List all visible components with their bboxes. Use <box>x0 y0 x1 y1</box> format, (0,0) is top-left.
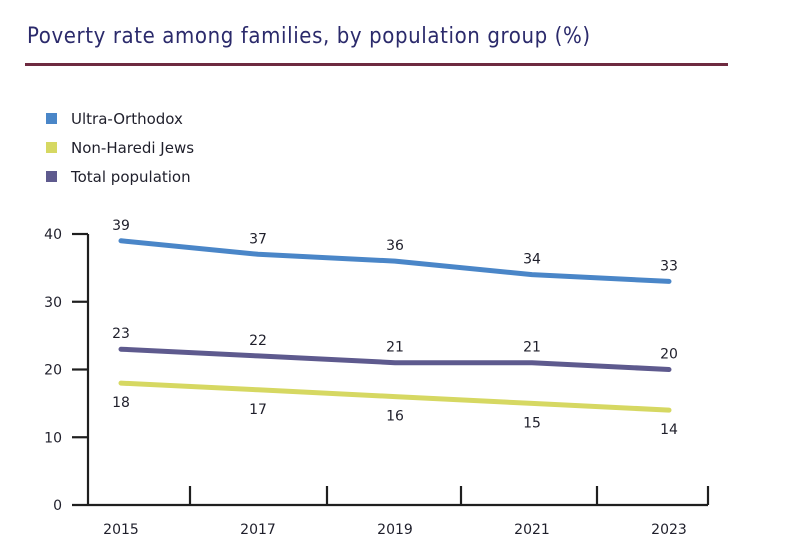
data-label: 22 <box>249 333 267 349</box>
legend: Ultra-Orthodox Non-Haredi Jews Total pop… <box>46 104 194 191</box>
x-tick-label: 2019 <box>377 522 413 538</box>
legend-item-ultra-orthodox: Ultra-Orthodox <box>46 104 194 133</box>
data-label: 16 <box>386 409 404 425</box>
y-tick-label: 0 <box>53 498 62 514</box>
data-label: 21 <box>523 340 541 356</box>
data-label: 23 <box>112 326 130 342</box>
y-tick-label: 40 <box>44 227 62 243</box>
data-labels: 39 37 36 34 33 18 17 16 15 14 23 22 21 21 20 <box>112 218 678 438</box>
x-tick-label: 2017 <box>240 522 276 538</box>
y-tick-label: 20 <box>44 363 62 379</box>
data-label: 34 <box>523 252 541 268</box>
series-lines <box>118 238 672 413</box>
x-tick-label: 2021 <box>514 522 550 538</box>
data-label: 21 <box>386 340 404 356</box>
legend-swatch-non-haredi-jews <box>46 142 57 153</box>
legend-swatch-ultra-orthodox <box>46 113 57 124</box>
legend-label: Total population <box>71 167 191 186</box>
legend-item-total-population: Total population <box>46 162 194 191</box>
title-divider <box>25 63 728 66</box>
legend-label: Non-Haredi Jews <box>71 138 195 157</box>
data-label: 36 <box>386 238 404 254</box>
data-label: 20 <box>660 347 678 363</box>
data-label: 15 <box>523 415 541 431</box>
legend-swatch-total-population <box>46 171 57 182</box>
legend-item-non-haredi-jews: Non-Haredi Jews <box>46 133 194 162</box>
data-label: 18 <box>112 395 130 411</box>
data-label: 39 <box>112 218 130 234</box>
data-label: 17 <box>249 402 267 418</box>
x-tick-label: 2015 <box>103 522 139 538</box>
chart-title: Poverty rate among families, by populati… <box>27 24 591 49</box>
data-label: 14 <box>660 422 678 438</box>
y-tick-label: 30 <box>44 295 62 311</box>
series-line-non-haredi-jews <box>118 380 672 413</box>
data-label: 37 <box>249 231 267 247</box>
y-tick-label: 10 <box>44 430 62 446</box>
data-label: 33 <box>660 258 678 274</box>
legend-label: Ultra-Orthodox <box>71 109 183 128</box>
series-line-total-population <box>118 346 672 372</box>
x-tick-label: 2023 <box>651 522 687 538</box>
series-line-ultra-orthodox <box>118 238 672 284</box>
